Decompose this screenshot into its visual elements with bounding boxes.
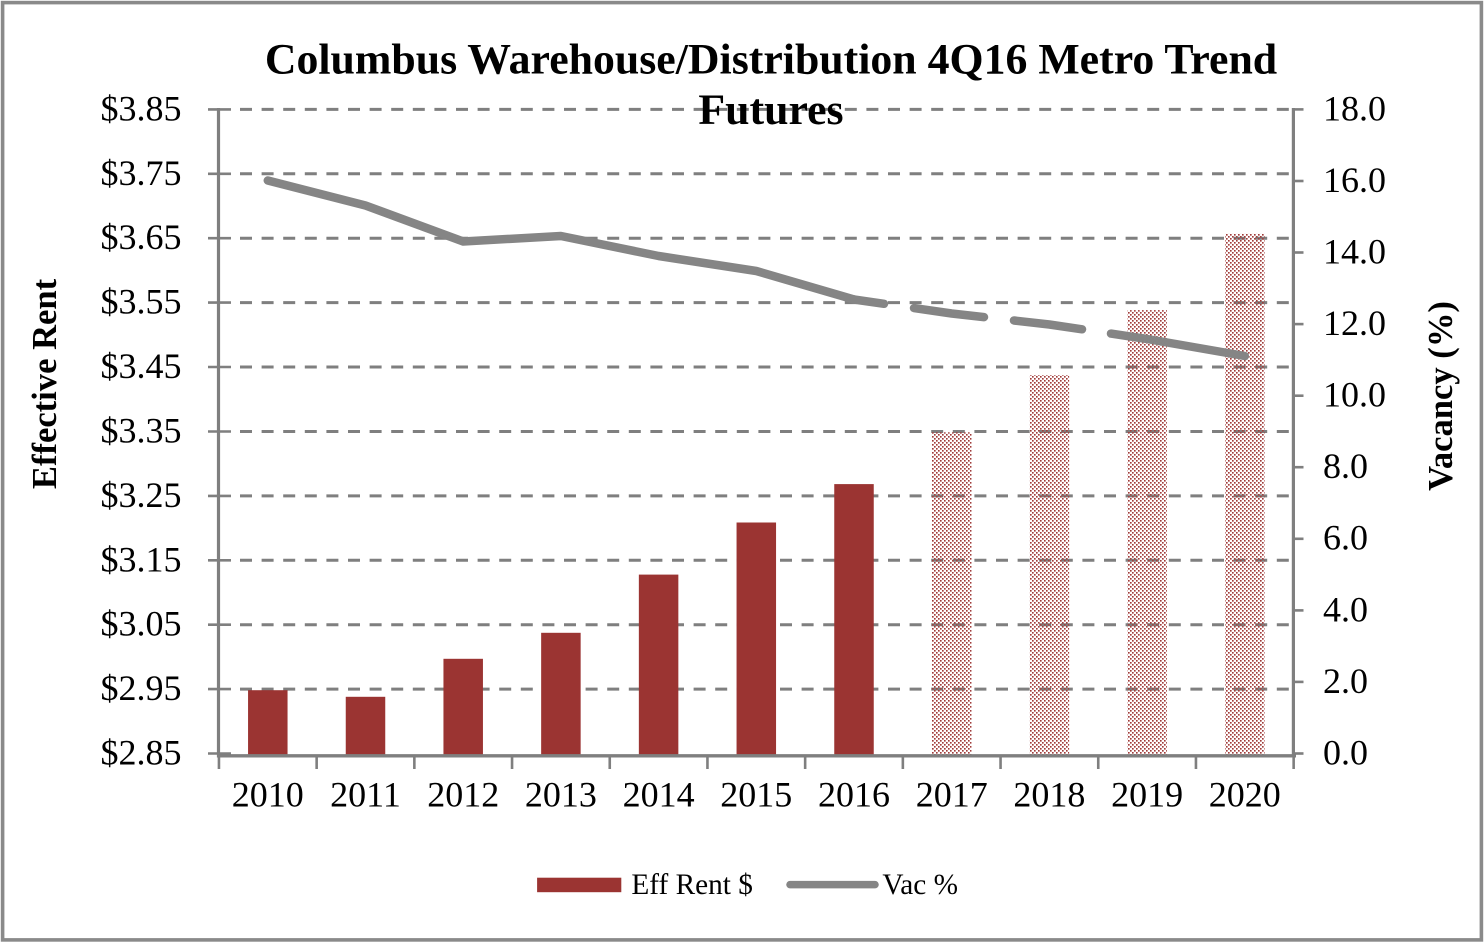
svg-text:14.0: 14.0: [1323, 231, 1386, 271]
svg-text:18.0: 18.0: [1323, 88, 1386, 128]
svg-text:2018: 2018: [1013, 774, 1085, 814]
svg-text:4.0: 4.0: [1323, 589, 1368, 629]
svg-text:8.0: 8.0: [1323, 446, 1368, 486]
svg-text:2014: 2014: [623, 774, 695, 814]
svg-text:2019: 2019: [1111, 774, 1183, 814]
svg-text:12.0: 12.0: [1323, 303, 1386, 343]
svg-text:2016: 2016: [818, 774, 890, 814]
svg-text:Columbus Warehouse/Distributio: Columbus Warehouse/Distribution 4Q16 Met…: [265, 36, 1277, 84]
svg-text:Futures: Futures: [698, 86, 843, 134]
svg-text:$3.25: $3.25: [101, 475, 182, 515]
svg-text:$3.55: $3.55: [101, 282, 182, 322]
svg-text:16.0: 16.0: [1323, 160, 1386, 200]
svg-text:$3.85: $3.85: [101, 88, 182, 128]
svg-text:$3.75: $3.75: [101, 153, 182, 193]
svg-text:2017: 2017: [916, 774, 988, 814]
svg-text:$3.05: $3.05: [101, 604, 182, 644]
svg-text:$2.85: $2.85: [101, 733, 182, 773]
svg-text:2010: 2010: [232, 774, 304, 814]
svg-text:0.0: 0.0: [1323, 732, 1368, 772]
svg-text:Eff Rent $: Eff Rent $: [631, 869, 753, 901]
svg-text:2013: 2013: [525, 774, 597, 814]
svg-text:$3.35: $3.35: [101, 411, 182, 451]
svg-text:Vac %: Vac %: [882, 869, 958, 901]
svg-text:2015: 2015: [720, 774, 792, 814]
svg-text:$3.15: $3.15: [101, 539, 182, 579]
svg-text:2012: 2012: [427, 774, 499, 814]
svg-text:$3.65: $3.65: [101, 217, 182, 257]
svg-text:2.0: 2.0: [1323, 661, 1368, 701]
svg-text:10.0: 10.0: [1323, 375, 1386, 415]
svg-text:2011: 2011: [330, 774, 401, 814]
svg-text:$3.45: $3.45: [101, 346, 182, 386]
svg-text:6.0: 6.0: [1323, 518, 1368, 558]
svg-text:$2.95: $2.95: [101, 668, 182, 708]
svg-text:Effective Rent: Effective Rent: [26, 278, 64, 489]
svg-text:Vacancy (%): Vacancy (%): [1422, 301, 1460, 491]
svg-text:2020: 2020: [1209, 774, 1281, 814]
